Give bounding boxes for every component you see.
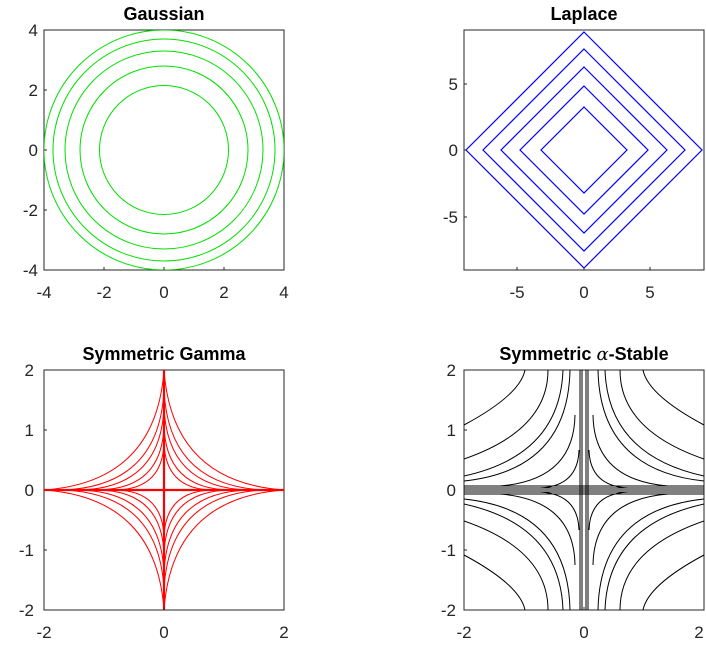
subplot-gaussian: Gaussian 4 2 0 -2 -4 -4 -2 0 2 4 bbox=[23, 4, 289, 302]
x-tick-label: 0 bbox=[159, 623, 168, 642]
contour-level bbox=[500, 66, 668, 234]
y-tick-label: 2 bbox=[447, 361, 456, 380]
y-tick-label: 0 bbox=[449, 141, 458, 160]
title-prefix: Symmetric bbox=[499, 344, 596, 364]
plot-area-gaussian bbox=[43, 29, 285, 271]
contour-level bbox=[464, 370, 704, 610]
x-tick-label: -2 bbox=[36, 623, 51, 642]
y-tick-label: -2 bbox=[23, 201, 38, 220]
subplot-title-gaussian: Gaussian bbox=[123, 4, 204, 24]
y-tick-label: -1 bbox=[441, 541, 456, 560]
contour-level bbox=[464, 370, 704, 610]
y-axis-gaussian: 4 2 0 -2 -4 bbox=[23, 21, 47, 280]
subplot-symmetric-alpha-stable: Symmetric α-Stable 2 1 0 -1 -2 -2 0 bbox=[441, 344, 705, 642]
y-tick-label: -2 bbox=[441, 601, 456, 620]
contour-level bbox=[78, 404, 250, 576]
contour-level bbox=[79, 65, 249, 235]
x-tick-label: 5 bbox=[645, 283, 654, 302]
y-tick-label: 2 bbox=[25, 361, 34, 380]
contour-level bbox=[52, 38, 276, 262]
x-tick-label: 0 bbox=[579, 623, 588, 642]
contour-level bbox=[44, 370, 284, 610]
axis-band-vertical bbox=[579, 370, 589, 610]
y-tick-label: 5 bbox=[449, 75, 458, 94]
contour-lines-symmetric-alpha-stable bbox=[464, 370, 704, 610]
subplot-title-laplace: Laplace bbox=[550, 4, 617, 24]
x-axis-symmetric-alpha-stable: -2 0 2 bbox=[456, 607, 704, 642]
x-tick-label: 2 bbox=[279, 623, 288, 642]
x-tick-label: 2 bbox=[219, 283, 228, 302]
y-axis-laplace: 5 0 -5 bbox=[443, 75, 467, 227]
x-tick-label: -5 bbox=[509, 283, 524, 302]
contour-level bbox=[539, 449, 629, 531]
y-tick-label: -5 bbox=[443, 208, 458, 227]
contour-level bbox=[62, 388, 266, 592]
y-axis-symmetric-alpha-stable: 2 1 0 -1 -2 bbox=[441, 361, 467, 620]
y-axis-symmetric-gamma: 2 1 0 -1 -2 bbox=[19, 361, 47, 620]
subplot-symmetric-gamma: Symmetric Gamma 2 1 0 -1 -2 -2 0 2 bbox=[19, 344, 289, 642]
y-tick-label: 1 bbox=[25, 421, 34, 440]
x-tick-label: 4 bbox=[279, 283, 288, 302]
x-axis-symmetric-gamma: -2 0 2 bbox=[36, 607, 289, 642]
contour-level bbox=[464, 370, 704, 610]
x-axis-gaussian: -4 -2 0 2 4 bbox=[36, 267, 289, 302]
title-suffix: -Stable bbox=[609, 344, 669, 364]
y-tick-label: 4 bbox=[29, 21, 38, 40]
contour-lines-symmetric-gamma bbox=[44, 370, 284, 610]
y-tick-label: 0 bbox=[447, 481, 456, 500]
contour-level bbox=[519, 85, 649, 215]
subplot-laplace: Laplace 5 0 -5 -5 0 5 bbox=[443, 4, 705, 302]
y-tick-label: -2 bbox=[19, 601, 34, 620]
x-tick-label: -2 bbox=[96, 283, 111, 302]
y-tick-label: -1 bbox=[19, 541, 34, 560]
y-tick-label: 0 bbox=[25, 481, 34, 500]
x-tick-label: 0 bbox=[579, 283, 588, 302]
y-tick-label: 0 bbox=[29, 141, 38, 160]
subplot-title-symmetric-gamma: Symmetric Gamma bbox=[82, 344, 246, 364]
contour-lines-gaussian bbox=[44, 30, 284, 270]
x-tick-label: 0 bbox=[159, 283, 168, 302]
y-tick-label: 2 bbox=[29, 81, 38, 100]
subplot-title-symmetric-alpha-stable: Symmetric α-Stable bbox=[499, 344, 668, 365]
contour-level bbox=[482, 48, 686, 252]
plot-area-laplace bbox=[463, 29, 705, 271]
x-tick-label: -4 bbox=[36, 283, 51, 302]
contour-level bbox=[113, 439, 215, 541]
axis-band-horizontal bbox=[464, 485, 704, 495]
contour-level bbox=[499, 414, 669, 566]
contour-level bbox=[464, 370, 704, 610]
x-tick-label: 2 bbox=[694, 623, 703, 642]
alpha-symbol: α bbox=[596, 344, 608, 365]
contour-level bbox=[95, 421, 233, 559]
contour-level bbox=[64, 50, 264, 250]
x-tick-label: -2 bbox=[456, 623, 471, 642]
x-axis-laplace: -5 0 5 bbox=[509, 267, 655, 302]
y-tick-label: 1 bbox=[447, 421, 456, 440]
y-tick-label: -4 bbox=[23, 261, 38, 280]
contour-level bbox=[99, 85, 229, 215]
contour-level bbox=[540, 106, 628, 194]
